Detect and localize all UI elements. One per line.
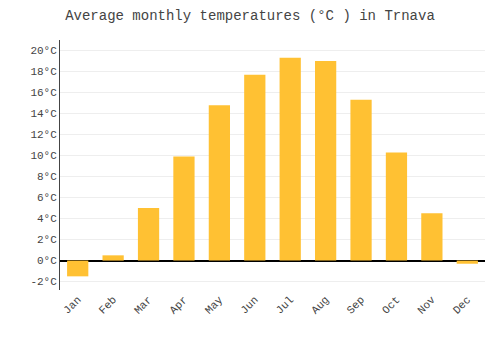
- svg-text:Jun: Jun: [238, 294, 260, 316]
- svg-text:May: May: [203, 294, 226, 317]
- svg-text:2°C: 2°C: [37, 234, 57, 246]
- svg-text:18°C: 18°C: [30, 66, 57, 78]
- svg-text:14°C: 14°C: [30, 108, 57, 120]
- svg-text:Mar: Mar: [132, 294, 154, 316]
- svg-text:Average monthly temperatures (: Average monthly temperatures (°C ) in Tr…: [65, 8, 435, 24]
- svg-text:4°C: 4°C: [37, 213, 57, 225]
- svg-text:8°C: 8°C: [37, 171, 57, 183]
- svg-text:Feb: Feb: [97, 294, 119, 316]
- svg-text:16°C: 16°C: [30, 87, 57, 99]
- svg-text:Aug: Aug: [309, 294, 331, 316]
- svg-text:Dec: Dec: [451, 294, 473, 316]
- svg-text:6°C: 6°C: [37, 192, 57, 204]
- svg-text:Jul: Jul: [274, 294, 296, 316]
- svg-text:Sep: Sep: [345, 294, 367, 316]
- svg-text:10°C: 10°C: [30, 150, 57, 162]
- svg-text:Apr: Apr: [167, 294, 189, 316]
- svg-text:-2°C: -2°C: [30, 276, 57, 288]
- svg-text:12°C: 12°C: [30, 129, 57, 141]
- svg-text:Jan: Jan: [61, 294, 83, 316]
- svg-text:20°C: 20°C: [30, 45, 57, 57]
- svg-text:0°C: 0°C: [37, 255, 57, 267]
- svg-text:Oct: Oct: [380, 294, 402, 316]
- svg-text:Nov: Nov: [415, 294, 438, 317]
